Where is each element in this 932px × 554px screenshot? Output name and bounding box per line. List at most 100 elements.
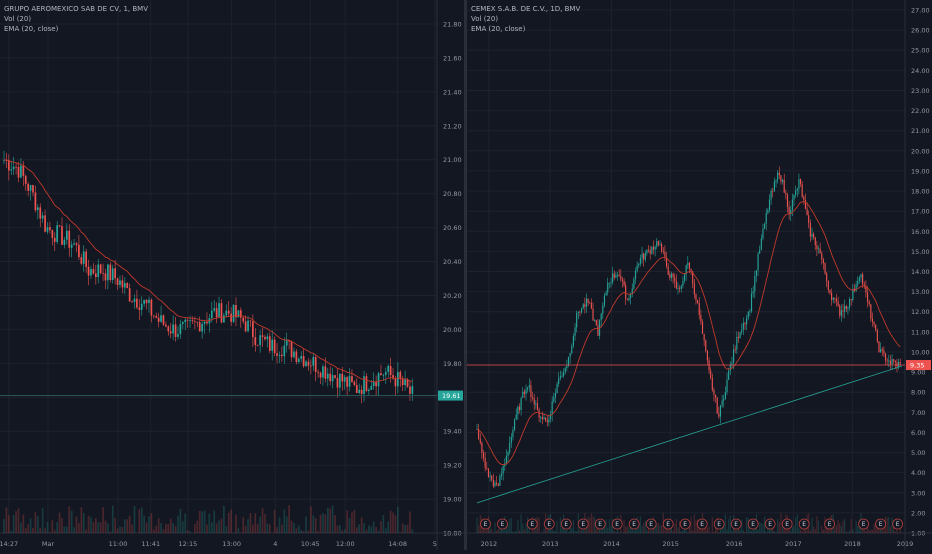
volume-bar — [97, 522, 99, 533]
volume-bar — [300, 530, 302, 533]
candle-body — [548, 419, 549, 422]
volume-bar — [209, 514, 211, 533]
volume-bar — [681, 531, 682, 533]
volume-bar — [27, 524, 29, 533]
candle-body — [315, 357, 317, 372]
volume-bar — [581, 530, 582, 533]
x-tick-label: 2017 — [785, 540, 802, 548]
candle-body — [368, 390, 370, 391]
candle-body — [264, 337, 266, 339]
candle-body — [56, 225, 58, 242]
candle-body — [715, 395, 716, 398]
candle-body — [329, 374, 331, 381]
volume-bar — [519, 530, 520, 533]
candle-body — [566, 366, 567, 368]
candle-body — [824, 263, 825, 273]
event-marker-label: E — [501, 521, 505, 528]
candle-body — [846, 306, 847, 309]
right-chart-title[interactable]: CEMEX S.A.B. DE C.V., 1D, BMV — [471, 4, 580, 14]
volume-bar — [187, 530, 189, 533]
volume-bar — [25, 528, 27, 533]
x-tick-label: 2015 — [662, 540, 679, 548]
left-chart-svg[interactable]: 21.8021.6021.4021.2021.0020.8020.6020.40… — [0, 0, 464, 550]
volume-bar — [332, 506, 334, 533]
event-marker-label: E — [734, 521, 738, 528]
volume-bar — [126, 519, 128, 533]
volume-bar — [839, 523, 840, 533]
left-indicator-ema[interactable]: EMA (20, close) — [4, 24, 148, 34]
candle-body — [213, 308, 215, 311]
candle-body — [836, 299, 837, 301]
candle-body — [576, 313, 577, 327]
volume-bar — [579, 529, 580, 533]
volume-bar — [730, 516, 731, 533]
candle-body — [225, 311, 227, 316]
candle-body — [373, 382, 375, 386]
earnings-event-marker: E — [680, 519, 690, 529]
candle-body — [80, 257, 82, 264]
volume-bar — [230, 509, 232, 533]
candle-body — [68, 231, 70, 248]
candle-body — [620, 276, 621, 279]
candle-body — [766, 213, 767, 224]
left-chart-title[interactable]: GRUPO AEROMEXICO SAB DE CV, 1, BMV — [4, 4, 148, 14]
volume-bar — [44, 528, 46, 533]
volume-bar — [175, 526, 177, 533]
candle-body — [114, 268, 116, 278]
candle-body — [669, 275, 670, 278]
candle-body — [516, 415, 517, 420]
candle-body — [588, 299, 589, 303]
volume-bar — [592, 516, 593, 533]
volume-bar — [682, 530, 683, 533]
right-chart-svg[interactable]: 27.0026.0025.0024.0023.0022.0021.0020.00… — [467, 0, 932, 550]
candle-body — [15, 167, 17, 168]
candle-body — [638, 264, 639, 266]
volume-bar — [659, 525, 660, 533]
candle-body — [802, 184, 803, 197]
candle-body — [238, 310, 240, 317]
volume-bar — [836, 525, 837, 533]
candle-body — [704, 334, 705, 340]
candle-body — [705, 340, 706, 351]
y-tick-label: 23.00 — [911, 87, 930, 95]
right-indicator-volume[interactable]: Vol (20) — [471, 14, 580, 24]
y-tick-label: 21.80 — [443, 21, 462, 29]
volume-bar — [167, 524, 169, 533]
event-marker-label: E — [581, 521, 585, 528]
candle-body — [570, 353, 571, 357]
y-tick-label: 8.00 — [911, 389, 925, 397]
x-tick-label: 2013 — [542, 540, 559, 548]
left-indicator-volume[interactable]: Vol (20) — [4, 14, 148, 24]
candle-body — [47, 227, 49, 232]
candle-body — [761, 239, 762, 250]
right-indicator-ema[interactable]: EMA (20, close) — [471, 24, 580, 34]
volume-bar — [512, 531, 513, 533]
event-marker-label: E — [768, 521, 772, 528]
candle-body — [699, 303, 700, 315]
candle-body — [488, 468, 489, 476]
candle-body — [274, 340, 276, 353]
candle-body — [148, 300, 150, 303]
candle-body — [172, 324, 174, 333]
candle-body — [160, 315, 162, 322]
candle-body — [167, 326, 169, 331]
volume-bar — [288, 505, 290, 533]
candle-body — [800, 179, 801, 184]
candle-body — [633, 279, 634, 288]
volume-bar — [596, 529, 597, 533]
x-tick-label: 2016 — [726, 540, 743, 548]
volume-bar — [499, 529, 500, 533]
candle-body — [271, 340, 273, 351]
volume-bar — [842, 521, 843, 533]
event-marker-label: E — [484, 521, 488, 528]
candle-body — [522, 392, 523, 398]
candle-body — [73, 243, 75, 244]
candle-body — [134, 299, 136, 302]
candle-body — [245, 321, 247, 331]
candle-body — [900, 362, 901, 364]
volume-bar — [356, 527, 358, 533]
candle-body — [614, 274, 615, 278]
volume-bar — [643, 523, 644, 533]
